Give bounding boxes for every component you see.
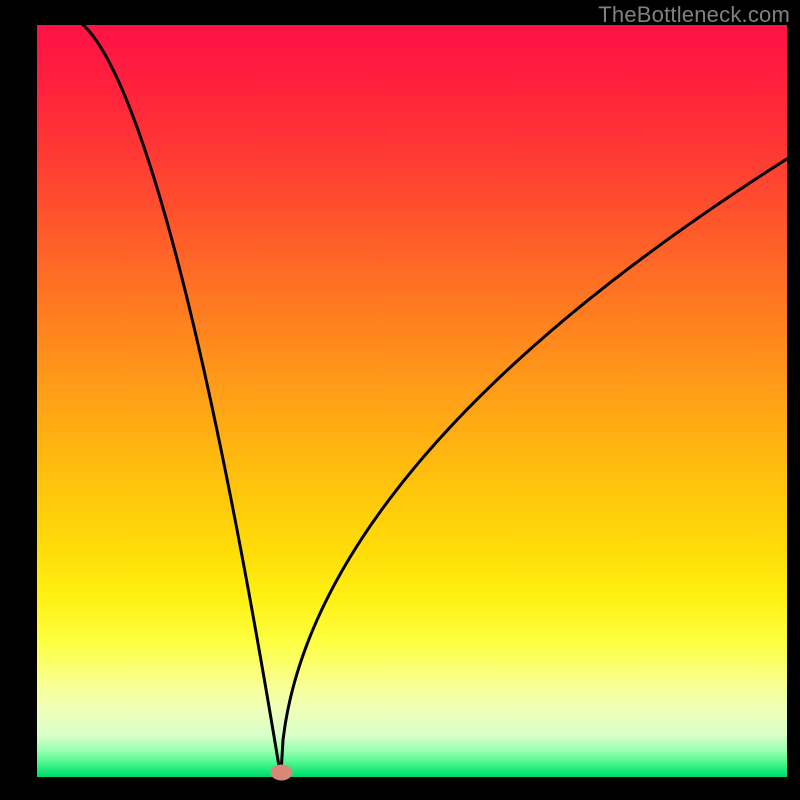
optimal-marker — [271, 764, 293, 780]
chart-container: TheBottleneck.com — [0, 0, 800, 800]
plot-background — [37, 25, 787, 777]
bottleneck-chart — [0, 0, 800, 800]
watermark-text: TheBottleneck.com — [598, 2, 790, 28]
